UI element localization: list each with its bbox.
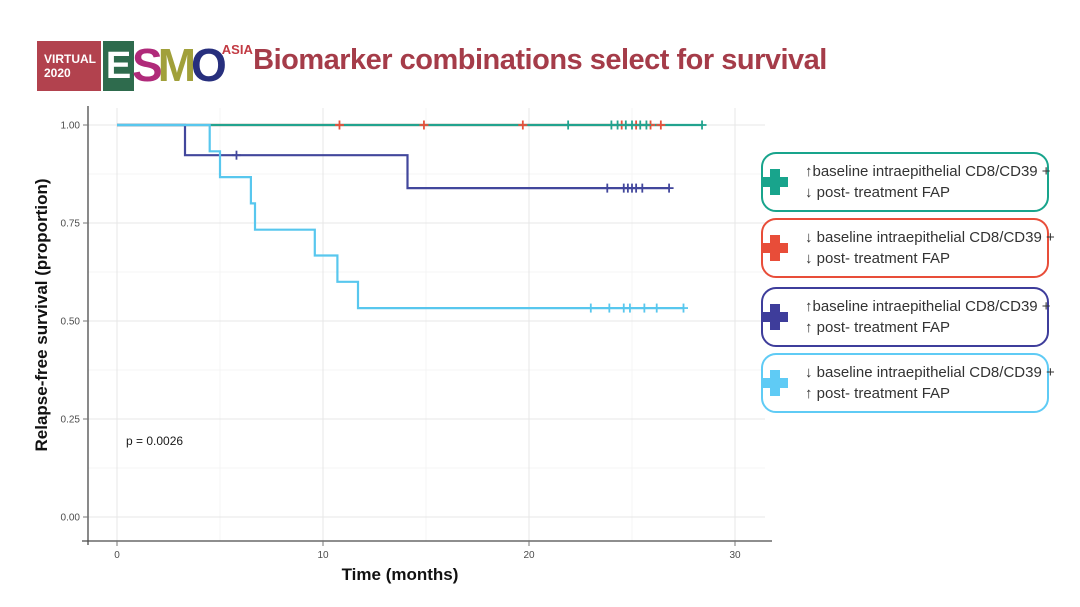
legend-text-line1: ↓ baseline intraepithelial CD8/CD39 + xyxy=(805,229,1055,246)
y-tick-label: 0.25 xyxy=(61,415,81,426)
y-tick-label: 0.00 xyxy=(61,513,81,524)
plus-cross-icon xyxy=(762,169,788,195)
logo-virtual-label: VIRTUAL xyxy=(44,52,96,66)
logo-region-label: ASIA xyxy=(221,42,253,57)
legend-item-high-cd8-high-fap: ↑baseline intraepithelial CD8/CD39 + ↑ p… xyxy=(761,287,1051,347)
esmo-letter-m: M xyxy=(157,39,196,91)
legend-item-low-cd8-high-fap: ↓ baseline intraepithelial CD8/CD39 + ↑ … xyxy=(761,353,1055,413)
x-tick-label: 10 xyxy=(317,550,329,561)
esmo-asia-2020-logo: VIRTUAL 2020 E S M O ASIA xyxy=(37,41,253,91)
p-value-annotation: p = 0.0026 xyxy=(126,434,184,448)
page-title: Biomarker combinations select for surviv… xyxy=(253,44,827,76)
y-axis-title: Relapse-free survival (proportion) xyxy=(32,178,51,452)
censor-marks-high-cd8cd39-high-fap xyxy=(231,150,674,193)
legend-text-line2: ↑ post- treatment FAP xyxy=(805,385,951,402)
esmo-letter-e: E xyxy=(103,41,134,91)
censor-marks-high-cd8cd39-low-fap xyxy=(563,120,707,130)
km-chart: 1.00 0.75 0.50 0.25 0.00 0 10 20 30 xyxy=(61,106,772,561)
legend-item-high-cd8-low-fap: ↑baseline intraepithelial CD8/CD39 + ↓ p… xyxy=(761,152,1051,212)
logo-year: 2020 xyxy=(44,66,71,80)
legend-text-line1: ↑baseline intraepithelial CD8/CD39 + xyxy=(805,163,1051,180)
esmo-wordmark: E S M O xyxy=(103,39,227,91)
x-axis-title: Time (months) xyxy=(341,565,459,584)
censor-marks-low-cd8cd39-high-fap xyxy=(586,303,688,313)
plus-cross-icon xyxy=(762,235,788,261)
legend-text-line2: ↓ post- treatment FAP xyxy=(805,250,951,267)
legend-text-line2: ↑ post- treatment FAP xyxy=(805,319,951,336)
esmo-letter-s: S xyxy=(132,39,163,91)
legend-item-low-cd8-low-fap: ↓ baseline intraepithelial CD8/CD39 + ↓ … xyxy=(761,218,1055,278)
legend-text-line2: ↓ post- treatment FAP xyxy=(805,184,951,201)
km-series-high-cd8cd39-high-fap xyxy=(117,123,670,190)
logo-virtual-box: VIRTUAL 2020 xyxy=(37,41,101,91)
km-series-low-cd8cd39-high-fap xyxy=(117,123,684,310)
legend-text-line1: ↑baseline intraepithelial CD8/CD39 + xyxy=(805,298,1051,315)
y-tick-label: 0.75 xyxy=(61,219,81,230)
x-tick-label: 20 xyxy=(523,550,535,561)
x-tick-label: 0 xyxy=(114,550,120,561)
km-chart-area: 1.00 0.75 0.50 0.25 0.00 0 10 20 30 xyxy=(20,100,780,570)
plus-cross-icon xyxy=(762,370,788,396)
legend-text-line1: ↓ baseline intraepithelial CD8/CD39 + xyxy=(805,364,1055,381)
y-tick-label: 0.50 xyxy=(61,317,81,328)
plus-cross-icon xyxy=(762,304,788,330)
x-tick-label: 30 xyxy=(729,550,741,561)
esmo-letter-o: O xyxy=(191,39,227,91)
y-tick-label: 1.00 xyxy=(61,121,81,132)
